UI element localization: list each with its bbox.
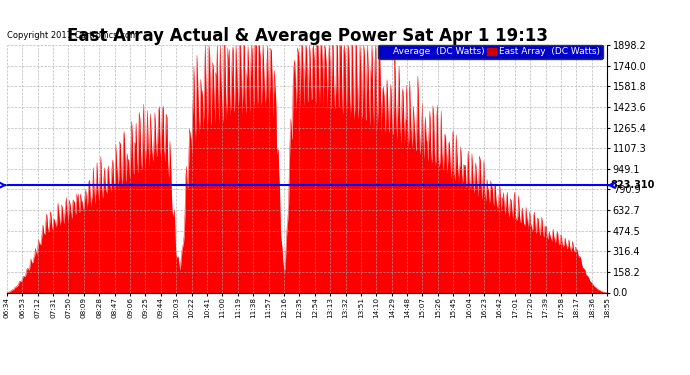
Title: East Array Actual & Average Power Sat Apr 1 19:13: East Array Actual & Average Power Sat Ap… xyxy=(66,27,548,45)
Text: Copyright 2017 Cartronics.com: Copyright 2017 Cartronics.com xyxy=(7,31,138,40)
Text: 823.310: 823.310 xyxy=(610,180,655,190)
Legend: Average  (DC Watts), East Array  (DC Watts): Average (DC Watts), East Array (DC Watts… xyxy=(378,45,602,59)
